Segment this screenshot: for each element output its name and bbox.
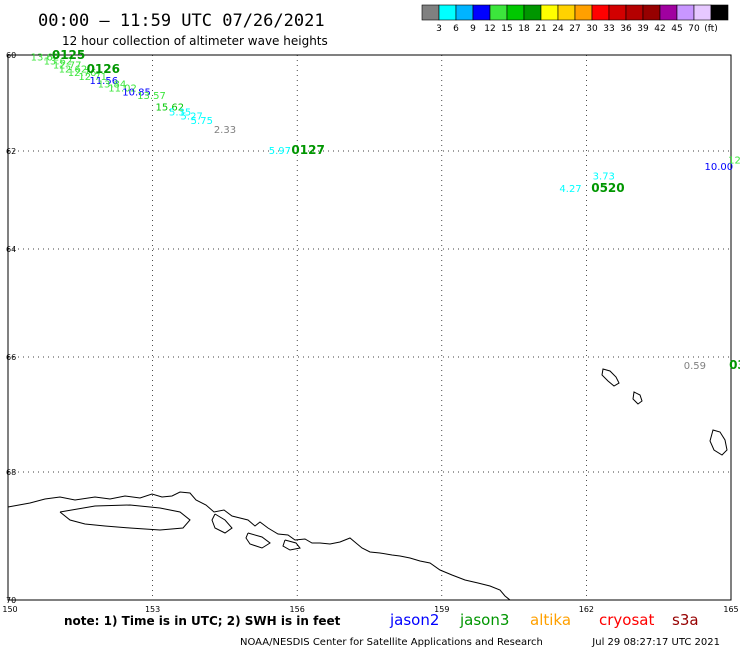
color-scale-tick-label: 36	[620, 24, 632, 34]
longitude-label: 159	[434, 605, 449, 614]
satellite-name-altika: altika	[530, 611, 571, 629]
color-scale-tick-label: 3	[436, 24, 442, 34]
color-swatch	[557, 4, 576, 21]
longitude-label: 165	[723, 605, 738, 614]
color-scale-tick-label: 15	[501, 24, 512, 34]
wave-height-label: 5.75	[191, 116, 213, 127]
color-scale-tick-label: 39	[637, 24, 649, 34]
color-scale-tick-label: 33	[603, 24, 614, 34]
latitude-label: 70	[6, 596, 16, 605]
color-scale-tick-label: (ft)	[704, 24, 718, 34]
longitude-label: 162	[579, 605, 594, 614]
wave-height-label: 5.35	[169, 107, 191, 118]
footer-note: note: 1) Time is in UTC; 2) SWH is in fe…	[64, 614, 341, 628]
wave-height-label: 11.02	[108, 83, 137, 94]
longitude-label: 156	[290, 605, 305, 614]
color-scale-tick-label: 6	[453, 24, 459, 34]
wave-height-label: 3.73	[593, 171, 615, 182]
satellite-name-jason3: jason3	[459, 611, 509, 629]
pass-time-label: 0125	[52, 48, 85, 62]
color-swatch	[625, 4, 644, 21]
color-swatch	[659, 4, 678, 21]
color-scale-tick-label: 30	[586, 24, 598, 34]
color-swatch	[489, 4, 508, 21]
color-swatch	[472, 4, 491, 21]
latitude-label: 68	[6, 468, 16, 477]
color-scale-tick-label: 12	[484, 24, 495, 34]
pass-time-label: 0520	[591, 181, 624, 195]
longitude-label: 150	[2, 605, 17, 614]
satellite-name-jason2: jason2	[389, 611, 439, 629]
wave-height-label: 12.62	[59, 64, 88, 75]
pass-time-labels: 0125012601270520074003	[52, 48, 740, 372]
graticule	[8, 55, 731, 600]
longitude-label: 153	[145, 605, 160, 614]
footer-timestamp: Jul 29 08:27:17 UTC 2021	[591, 637, 720, 648]
wave-height-label: 12.76	[68, 68, 97, 79]
wave-height-label: 5.97	[269, 146, 291, 157]
color-swatch	[523, 4, 542, 21]
satellite-name-s3a: s3a	[672, 611, 699, 629]
wave-height-label: 15.62	[155, 103, 184, 114]
color-scale-tick-label: 24	[552, 24, 564, 34]
wave-height-label: 2.33	[214, 125, 236, 136]
color-scale-tick-label: 21	[535, 24, 546, 34]
color-swatch	[591, 4, 610, 21]
latitude-label: 64	[6, 245, 16, 254]
wave-height-label: 12.77	[53, 60, 82, 71]
wave-height-label: 13.62	[44, 57, 73, 68]
pass-time-label: 0127	[291, 143, 324, 157]
color-swatch	[438, 4, 457, 21]
latitude-label: 62	[6, 147, 16, 156]
color-scale-tick-label: 42	[654, 24, 665, 34]
color-scale-tick-label: 70	[688, 24, 700, 34]
wave-height-labels: 13.6213.6212.7712.6212.7612.7111.5613.84…	[31, 52, 740, 372]
latitude-label: 66	[6, 353, 16, 362]
color-swatch	[506, 4, 525, 21]
color-swatch	[710, 4, 729, 21]
color-scale-tick-label: 18	[518, 24, 530, 34]
color-swatch	[421, 4, 440, 21]
wave-height-label: 4.27	[559, 184, 581, 195]
wave-height-label: 12.	[728, 156, 740, 167]
map-title: 00:00 — 11:59 UTC 07/26/2021	[38, 11, 325, 31]
color-scale-legend: 3 6 9 12 15 18 21 24 27 30 33 36 39 42 45 70 (ft)	[421, 4, 729, 34]
color-swatch	[574, 4, 593, 21]
satellite-legend: jason2 jason3 altika cryosat s3a	[389, 611, 699, 629]
color-scale-tick-label: 27	[569, 24, 580, 34]
color-swatch	[455, 4, 474, 21]
color-swatch	[608, 4, 627, 21]
color-scale-tick-label: 9	[470, 24, 476, 34]
wave-height-label: 11.56	[89, 76, 118, 87]
wave-height-label: 5.27	[181, 111, 203, 122]
antarctic-coastline	[7, 491, 511, 601]
color-swatch	[540, 4, 559, 21]
wave-height-label: 13.84	[98, 80, 127, 91]
footer-credit: NOAA/NESDIS Center for Satellite Applica…	[240, 637, 543, 648]
wave-height-label: 12.71	[78, 72, 107, 83]
satellite-name-cryosat: cryosat	[599, 611, 654, 629]
wave-height-label: 10.85	[122, 87, 151, 98]
color-scale-tick-label: 45	[671, 24, 682, 34]
pass-time-label: 03	[729, 358, 740, 372]
plot-frame	[7, 54, 732, 601]
balleny-islands	[601, 368, 728, 456]
wave-height-label: 13.62	[31, 52, 60, 63]
latitude-label: 60	[6, 51, 16, 60]
pass-time-label: 0126	[87, 62, 120, 76]
color-swatch	[693, 4, 712, 21]
wave-height-label: 10.00	[704, 162, 733, 173]
color-swatch	[676, 4, 695, 21]
wave-height-label: 13.57	[137, 91, 166, 102]
color-swatch	[642, 4, 661, 21]
wave-height-label: 0.59	[684, 361, 706, 372]
map-subtitle: 12 hour collection of altimeter wave hei…	[62, 34, 328, 48]
